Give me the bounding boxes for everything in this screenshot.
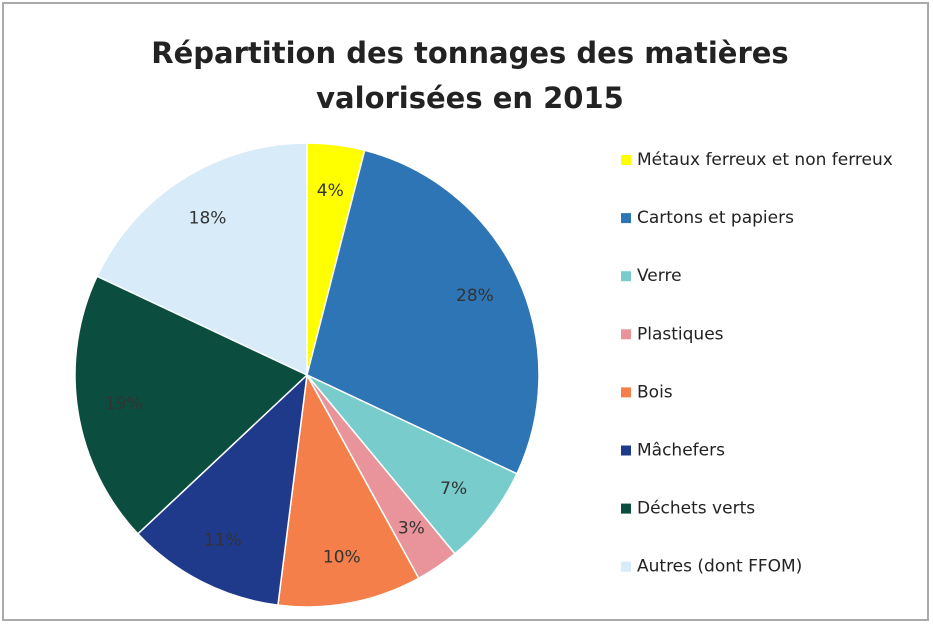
chart-title: valorisées en 2015 [316,81,624,115]
data-label: 28% [456,286,494,306]
legend-label: Verre [637,266,682,286]
data-label: 10% [323,547,361,567]
data-label: 4% [317,181,344,201]
legend-label: Autres (dont FFOM) [637,557,802,577]
legend-label: Plastiques [637,324,724,344]
pie-slice [306,149,540,475]
legend-label: Cartons et papiers [637,208,794,228]
legend-swatch [621,271,631,282]
pie-slice [277,372,420,608]
legend-label: Mâchefers [637,441,725,461]
legend-swatch [621,213,631,224]
legend-swatch [621,329,631,340]
legend-label: Métaux ferreux et non ferreux [637,150,893,170]
data-label: 11% [204,530,242,550]
legend-swatch [621,561,631,572]
pie-slice [306,374,518,555]
data-label: 18% [189,208,227,228]
data-label: 7% [440,479,467,499]
chart-title: Répartition des tonnages des matières [151,36,788,70]
pie-slice [74,275,309,535]
data-label: 3% [398,519,425,539]
legend-swatch [621,155,631,165]
legend-swatch [621,445,631,456]
legend-label: Bois [637,382,673,402]
legend-label: Déchets verts [637,499,755,519]
pie-slice [136,373,309,607]
legend-swatch [621,503,631,514]
data-label: 19% [105,394,143,414]
pie-slice [96,142,308,377]
legend-swatch [621,387,631,398]
